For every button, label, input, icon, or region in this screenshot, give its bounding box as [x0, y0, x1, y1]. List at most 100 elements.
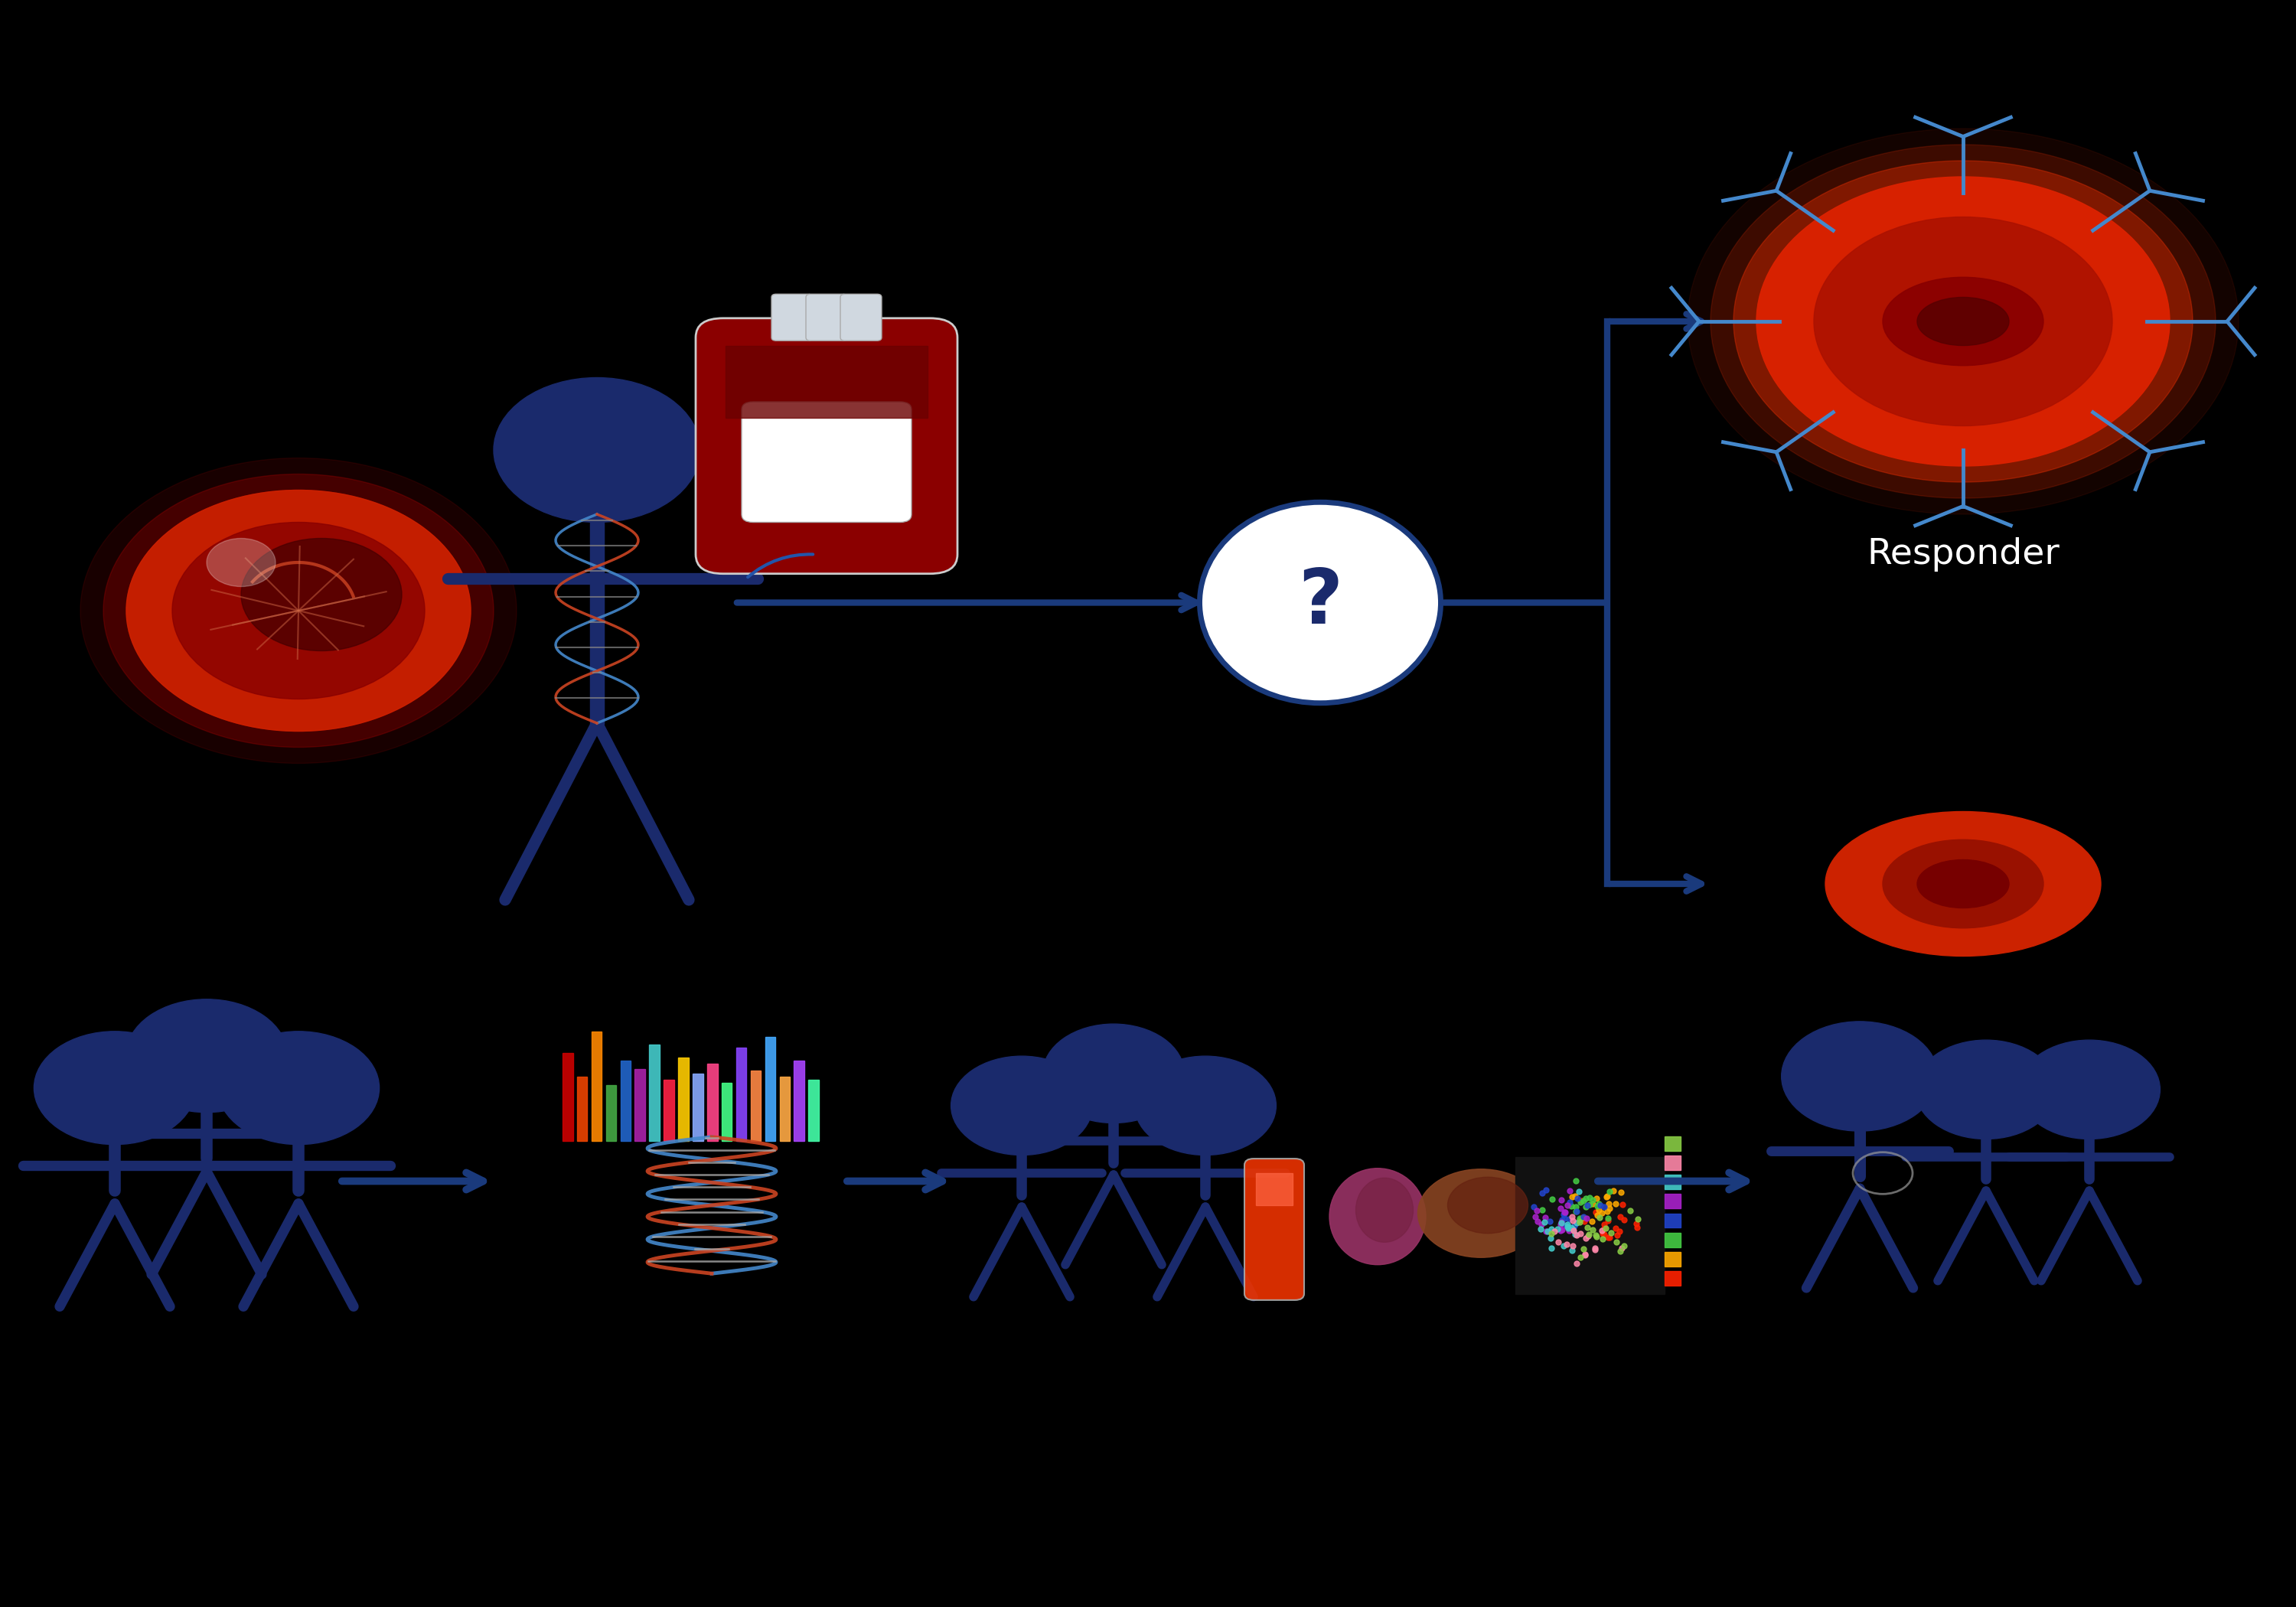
Point	[1554, 1216, 1591, 1242]
Point	[1568, 1205, 1605, 1231]
Bar	[1665, 1155, 1681, 1170]
Point	[1582, 1192, 1619, 1218]
Circle shape	[207, 538, 276, 587]
Point	[1543, 1210, 1580, 1236]
Point	[1577, 1186, 1614, 1212]
Point	[1593, 1220, 1630, 1245]
Bar	[606, 1085, 615, 1141]
Point	[1589, 1205, 1626, 1231]
Point	[1522, 1216, 1559, 1242]
Point	[1550, 1218, 1587, 1244]
Point	[1527, 1218, 1564, 1244]
Circle shape	[126, 490, 471, 731]
Point	[1554, 1218, 1591, 1244]
Point	[1587, 1194, 1623, 1220]
Ellipse shape	[1446, 1176, 1527, 1234]
Circle shape	[218, 1032, 379, 1144]
Bar	[620, 1061, 631, 1141]
Ellipse shape	[1825, 812, 2101, 956]
Point	[1543, 1207, 1580, 1233]
Point	[1619, 1215, 1655, 1241]
Point	[1589, 1199, 1626, 1225]
Point	[1584, 1220, 1621, 1245]
Point	[1575, 1191, 1612, 1216]
FancyBboxPatch shape	[1244, 1159, 1304, 1300]
FancyBboxPatch shape	[742, 402, 912, 522]
Point	[1559, 1199, 1596, 1225]
FancyBboxPatch shape	[771, 294, 813, 341]
Point	[1566, 1242, 1603, 1268]
Point	[1566, 1188, 1603, 1213]
Point	[1570, 1184, 1607, 1210]
Point	[1543, 1216, 1580, 1242]
Point	[1559, 1210, 1596, 1236]
Point	[1550, 1215, 1587, 1241]
Point	[1568, 1192, 1605, 1218]
Circle shape	[1042, 1024, 1185, 1123]
Circle shape	[103, 474, 494, 747]
Point	[1561, 1180, 1598, 1205]
Point	[1568, 1186, 1605, 1212]
Point	[1531, 1226, 1568, 1252]
Point	[1543, 1212, 1580, 1237]
FancyBboxPatch shape	[840, 294, 882, 341]
Point	[1577, 1237, 1614, 1263]
Point	[1557, 1194, 1593, 1220]
Point	[1568, 1226, 1605, 1252]
Bar	[808, 1080, 820, 1141]
Circle shape	[34, 1032, 195, 1144]
Point	[1554, 1237, 1591, 1263]
Bar	[1665, 1233, 1681, 1247]
Point	[1580, 1191, 1616, 1216]
Point	[1598, 1215, 1635, 1241]
Point	[1603, 1180, 1639, 1205]
Point	[1561, 1205, 1598, 1231]
Point	[1566, 1236, 1603, 1261]
Point	[1589, 1208, 1626, 1234]
Point	[1573, 1208, 1609, 1234]
Point	[1598, 1229, 1635, 1255]
Point	[1575, 1216, 1612, 1242]
Point	[1584, 1218, 1621, 1244]
Point	[1575, 1188, 1612, 1213]
Point	[1603, 1236, 1639, 1261]
Bar	[1665, 1175, 1681, 1189]
Point	[1598, 1223, 1635, 1249]
Point	[1589, 1183, 1626, 1208]
Point	[1564, 1188, 1600, 1213]
Point	[1591, 1225, 1628, 1250]
Point	[1566, 1204, 1603, 1229]
Point	[1559, 1221, 1596, 1247]
Point	[1605, 1192, 1642, 1218]
Point	[1536, 1218, 1573, 1244]
Point	[1598, 1191, 1635, 1216]
Point	[1545, 1233, 1582, 1258]
Bar	[677, 1057, 689, 1141]
Bar	[1256, 1173, 1293, 1205]
Ellipse shape	[1355, 1178, 1412, 1242]
Bar	[794, 1061, 804, 1141]
Point	[1534, 1216, 1570, 1242]
Bar	[737, 1048, 746, 1141]
Point	[1534, 1221, 1570, 1247]
Point	[1538, 1216, 1575, 1242]
Ellipse shape	[1883, 276, 2043, 366]
Point	[1554, 1233, 1591, 1258]
Point	[1591, 1178, 1628, 1204]
Text: Responder: Responder	[1867, 537, 2060, 572]
Bar	[592, 1032, 602, 1141]
Point	[1570, 1223, 1607, 1249]
Point	[1541, 1229, 1577, 1255]
Point	[1568, 1215, 1605, 1241]
Point	[1577, 1236, 1614, 1261]
Bar	[781, 1077, 790, 1141]
FancyBboxPatch shape	[696, 318, 957, 574]
Circle shape	[951, 1056, 1093, 1155]
Point	[1600, 1218, 1637, 1244]
Point	[1584, 1200, 1621, 1226]
Circle shape	[1756, 177, 2170, 466]
Point	[1605, 1207, 1642, 1233]
Point	[1550, 1213, 1587, 1239]
Point	[1554, 1204, 1591, 1229]
Point	[1577, 1199, 1614, 1225]
